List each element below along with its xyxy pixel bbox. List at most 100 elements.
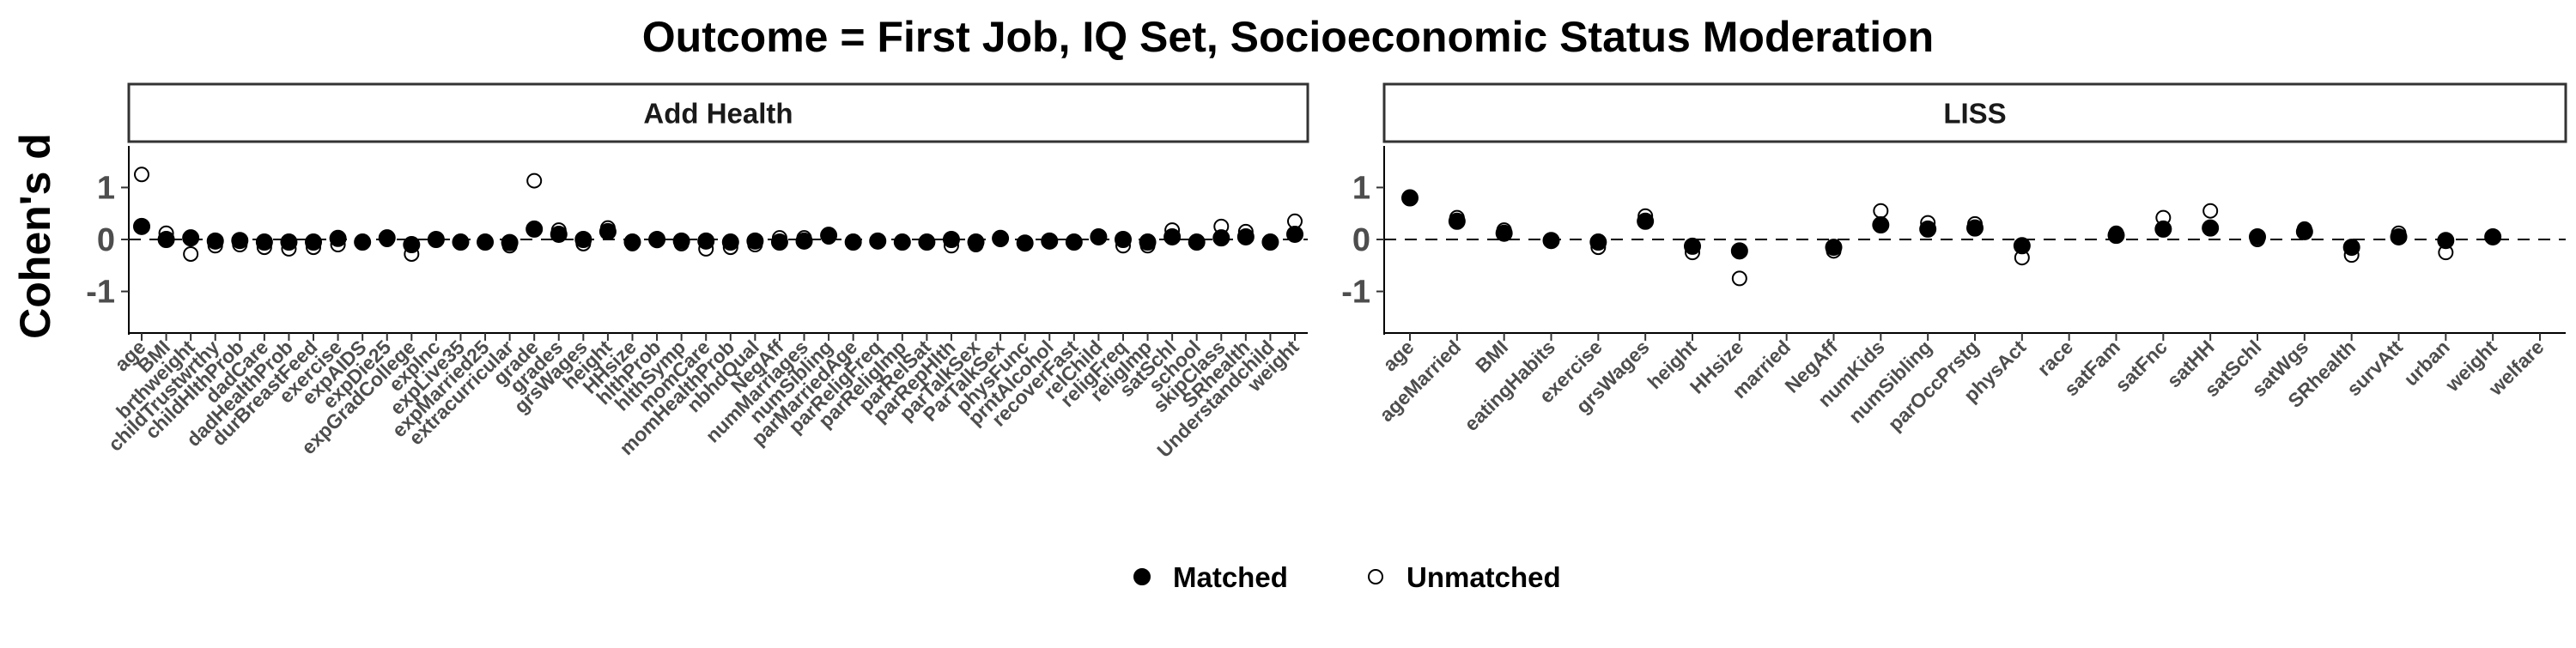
matched-point	[1730, 242, 1748, 260]
matched-point	[893, 233, 911, 251]
legend: Matched Unmatched	[1133, 561, 1561, 593]
facet-panels: Add Health-101ageBMIbrthweightchildTrust…	[86, 82, 2567, 462]
matched-point	[1212, 229, 1230, 247]
unmatched-point	[134, 167, 149, 183]
legend-entry: Unmatched	[1368, 561, 1561, 593]
matched-point	[1286, 225, 1303, 243]
matched-point	[280, 233, 298, 251]
legend-matched-marker	[1133, 568, 1151, 585]
matched-point	[721, 233, 739, 251]
matched-point	[820, 227, 838, 245]
y-tick-label: -1	[1341, 275, 1370, 311]
legend-label: Unmatched	[1406, 561, 1561, 593]
legend-entry: Matched	[1133, 561, 1288, 593]
matched-point	[672, 232, 690, 250]
facet-strip-label: Add Health	[643, 98, 793, 130]
unmatched-point	[183, 245, 199, 262]
matched-point	[598, 222, 617, 240]
matched-point	[1401, 189, 1419, 207]
matched-point	[305, 233, 323, 251]
matched-point	[157, 231, 175, 248]
legend-unmatched-marker	[1368, 569, 1383, 584]
matched-point	[1236, 227, 1255, 245]
matched-point	[403, 236, 421, 254]
matched-point	[526, 220, 544, 238]
matched-point	[746, 232, 764, 250]
matched-point	[477, 233, 495, 251]
matched-point	[1637, 212, 1655, 230]
matched-point	[2013, 237, 2031, 255]
matched-point	[1139, 233, 1157, 251]
facet-strip	[127, 82, 1309, 143]
facet-strip-label: LISS	[1943, 98, 2006, 130]
matched-point	[2342, 239, 2360, 257]
y-tick-label: -1	[86, 275, 115, 311]
matched-point	[1589, 233, 1607, 251]
matched-point	[1090, 227, 1108, 245]
matched-point	[1684, 237, 1701, 255]
matched-point	[795, 232, 813, 250]
matched-point	[2390, 227, 2408, 245]
matched-point	[427, 231, 445, 248]
matched-point	[501, 233, 519, 251]
matched-point	[918, 233, 936, 251]
matched-point	[2484, 227, 2502, 245]
matched-point	[574, 231, 592, 248]
chart-title: Outcome = First Job, IQ Set, Socioeconom…	[642, 13, 1934, 61]
matched-point	[992, 229, 1010, 247]
matched-point	[550, 225, 568, 243]
matched-point	[869, 232, 887, 250]
matched-point	[206, 232, 224, 250]
facet-strip	[1382, 82, 2567, 143]
y-tick-label: 0	[97, 222, 115, 258]
matched-point	[648, 231, 666, 248]
unmatched-point	[2202, 203, 2219, 219]
y-tick-label: 1	[97, 170, 115, 206]
matched-point	[2249, 227, 2266, 245]
matched-point	[1114, 231, 1132, 248]
matched-point	[2107, 227, 2125, 245]
matched-point	[770, 233, 788, 251]
y-tick-label: 0	[1352, 222, 1370, 258]
matched-point	[231, 232, 249, 250]
matched-point	[623, 233, 641, 251]
matched-point	[844, 233, 862, 251]
matched-point	[1919, 220, 1937, 238]
unmatched-point	[1873, 203, 1889, 219]
facet-panel: Add Health-101ageBMIbrthweightchildTrust…	[86, 82, 1309, 462]
x-tick-label: BMI	[1471, 336, 1512, 377]
matched-point	[1872, 216, 1890, 234]
matched-point	[329, 229, 347, 247]
unmatched-point	[526, 173, 543, 189]
matched-point	[1163, 227, 1182, 245]
matched-point	[1041, 232, 1059, 250]
y-axis-label: Cohen's d	[11, 133, 59, 339]
matched-point	[1261, 233, 1279, 251]
x-tick-label: age	[1378, 336, 1418, 375]
matched-point	[2437, 232, 2455, 250]
unmatched-point	[1731, 270, 1747, 287]
matched-point	[697, 232, 715, 250]
matched-point	[1065, 233, 1083, 251]
x-tick-label: satFnc	[2111, 336, 2172, 397]
matched-point	[967, 233, 985, 251]
matched-point	[1825, 239, 1843, 257]
legend-label: Matched	[1173, 561, 1288, 593]
matched-point	[1448, 212, 1466, 230]
matched-point	[942, 231, 960, 248]
matched-point	[378, 229, 396, 247]
matched-point	[1966, 219, 1984, 237]
matched-point	[1188, 233, 1206, 251]
matched-point	[1495, 224, 1513, 242]
matched-point	[2202, 219, 2220, 237]
matched-point	[182, 229, 200, 247]
matched-point	[1542, 232, 1560, 250]
matched-point	[354, 233, 372, 251]
matched-point	[133, 217, 150, 235]
matched-point	[2295, 222, 2313, 240]
matched-point	[452, 233, 470, 251]
y-tick-label: 1	[1352, 170, 1370, 206]
